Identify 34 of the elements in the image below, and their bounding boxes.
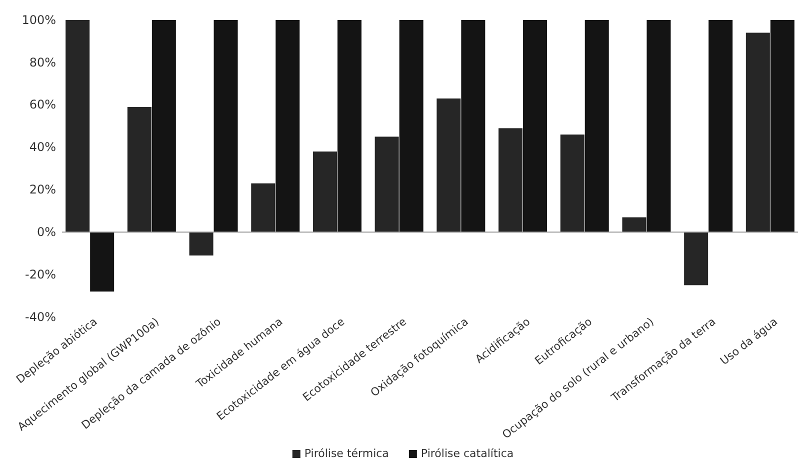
y-tick-label: 100% [22, 12, 56, 27]
bar [622, 217, 646, 232]
bar [770, 20, 794, 232]
bar [374, 136, 399, 232]
bar [214, 20, 238, 232]
bar [399, 20, 424, 232]
bar [584, 20, 609, 232]
bar [684, 232, 708, 286]
bar [337, 20, 362, 232]
legend-label: Pirólise catalítica [420, 447, 514, 460]
bar [90, 232, 114, 292]
legend-label: Pirólise térmica [304, 447, 389, 460]
y-tick-label: -20% [24, 267, 56, 282]
bar [746, 32, 770, 232]
bar [523, 20, 548, 232]
bar [436, 98, 461, 232]
y-tick-label: 60% [29, 98, 56, 112]
bar [276, 20, 300, 232]
y-tick-label: 20% [29, 182, 56, 197]
bar [560, 134, 584, 232]
y-tick-label: 40% [29, 140, 56, 154]
y-tick-label: -40% [24, 310, 56, 324]
bar [461, 20, 486, 232]
bar [708, 20, 733, 232]
bar [127, 106, 152, 232]
y-tick-label: 0% [36, 224, 56, 239]
y-tick-label: 80% [29, 55, 56, 70]
bar [312, 152, 337, 232]
bar [189, 232, 214, 256]
bar [646, 20, 671, 232]
bar [152, 20, 176, 232]
bar [498, 128, 523, 232]
bar [251, 183, 276, 232]
bar [66, 20, 90, 232]
